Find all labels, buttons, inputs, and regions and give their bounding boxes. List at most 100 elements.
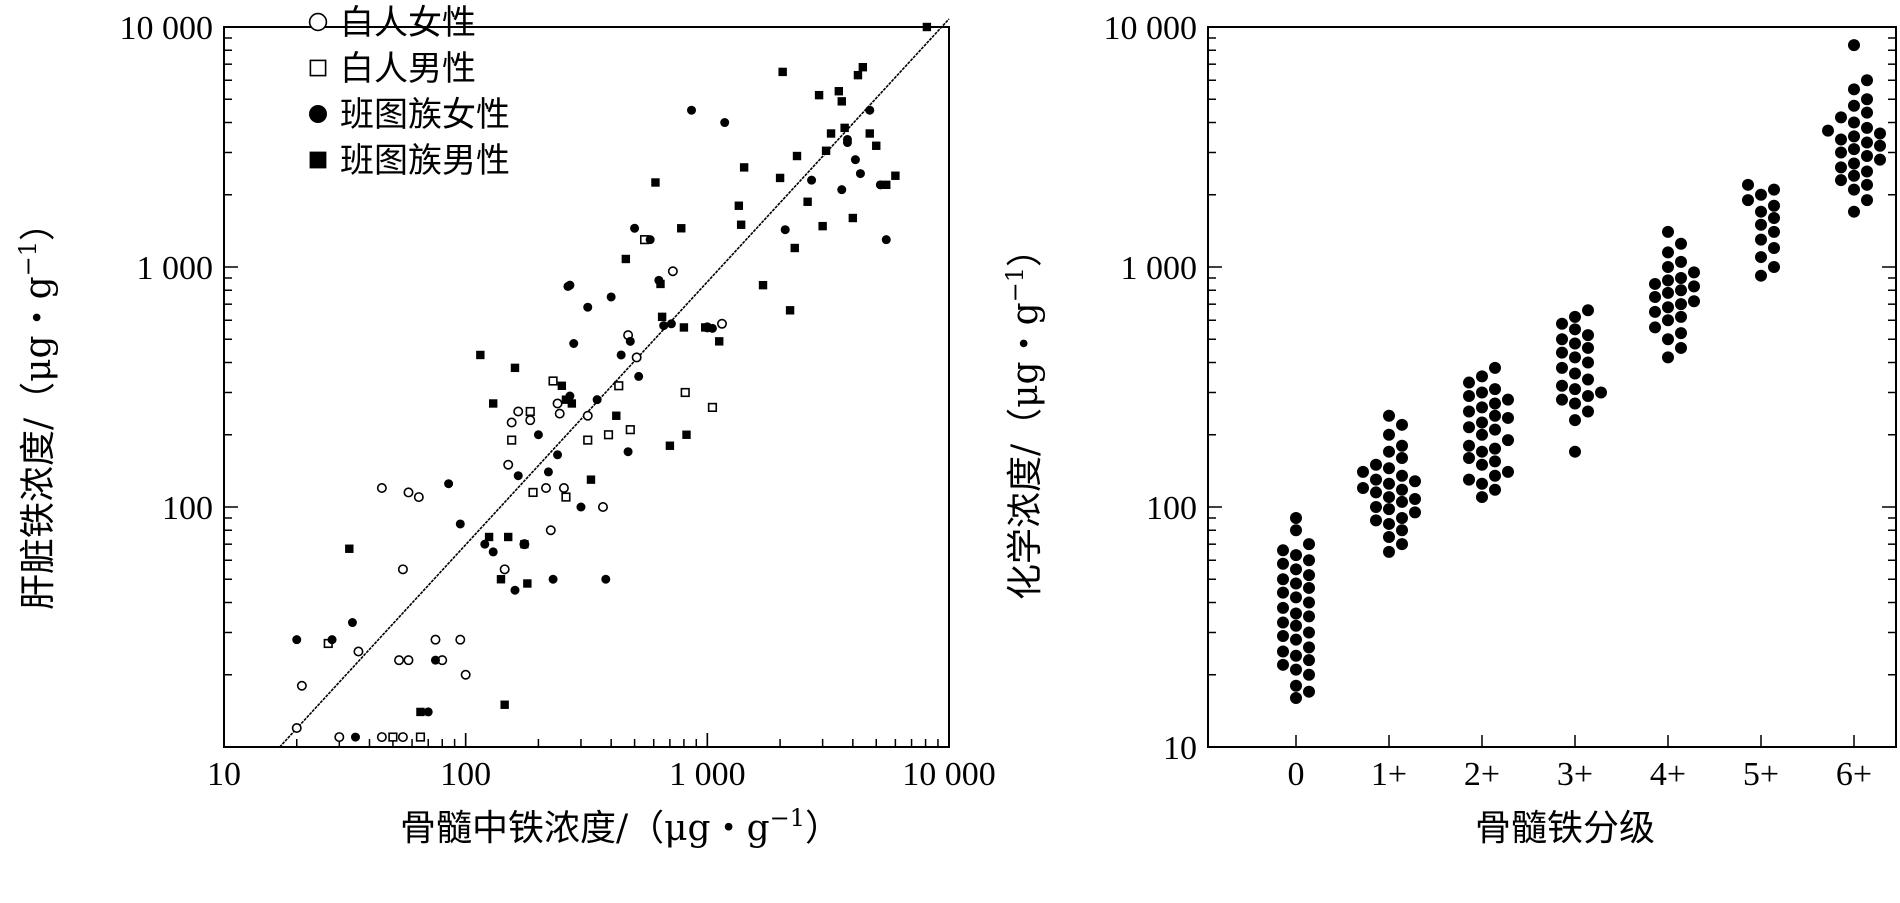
data-point (1303, 626, 1315, 639)
data-point (1383, 409, 1395, 422)
data-point (1476, 416, 1488, 429)
data-point (1675, 341, 1687, 354)
data-point (292, 635, 302, 645)
data-point (1874, 153, 1886, 166)
right-x-tick-label: 5+ (1743, 756, 1779, 793)
data-point (1861, 93, 1873, 106)
data-point (853, 70, 863, 80)
data-point (803, 197, 812, 206)
data-point (1383, 477, 1395, 490)
data-point (707, 323, 717, 333)
data-point (1396, 495, 1408, 508)
right-y-tick-label: 10 000 (1104, 10, 1198, 47)
data-point (1396, 483, 1408, 496)
data-point (1582, 341, 1594, 354)
data-point (736, 220, 746, 229)
data-point (1742, 194, 1754, 207)
data-point (565, 280, 575, 290)
data-point (881, 235, 891, 245)
data-point (891, 171, 900, 180)
data-point (1303, 569, 1315, 582)
data-point (1848, 169, 1860, 182)
data-point (1861, 136, 1873, 149)
data-point (1662, 246, 1674, 259)
data-point (1396, 538, 1408, 551)
data-point (1489, 383, 1501, 396)
data-point (1383, 491, 1395, 504)
data-point (1755, 269, 1767, 282)
data-point (1396, 418, 1408, 431)
legend-marker (309, 151, 327, 169)
data-point (687, 105, 697, 115)
data-point (1489, 455, 1501, 468)
data-point (1409, 506, 1421, 519)
data-point (1476, 428, 1488, 441)
data-point (679, 323, 689, 332)
data-point (1396, 469, 1408, 482)
data-point (1582, 329, 1594, 342)
data-point (1303, 685, 1315, 698)
data-point (665, 441, 675, 450)
data-point (597, 501, 608, 512)
data-point (376, 732, 387, 743)
data-point (842, 134, 852, 144)
data-point (1303, 596, 1315, 609)
data-point (499, 564, 510, 575)
data-point (1861, 121, 1873, 134)
data-point (513, 471, 523, 481)
data-point (1396, 439, 1408, 452)
left-x-tick-labels: 10 100 1 000 10 000 (207, 756, 996, 793)
data-point (350, 732, 360, 742)
data-point (296, 680, 307, 691)
data-point (1463, 439, 1475, 452)
data-point (543, 467, 553, 477)
data-point (1582, 304, 1594, 317)
data-point (1848, 205, 1860, 218)
data-point (780, 225, 790, 235)
data-point (1476, 458, 1488, 471)
data-point (1370, 458, 1382, 471)
data-point (1463, 452, 1475, 465)
data-point (1370, 486, 1382, 499)
data-point (561, 492, 571, 502)
data-point (1688, 295, 1700, 308)
data-point (1277, 557, 1289, 570)
data-point (1303, 554, 1315, 567)
data-point (506, 417, 517, 428)
data-point (1489, 361, 1501, 374)
data-point (717, 318, 728, 329)
data-point (1755, 233, 1767, 246)
data-point (680, 387, 690, 398)
data-point (1502, 393, 1514, 406)
data-point (1383, 545, 1395, 558)
data-point (1489, 483, 1501, 496)
data-point (1675, 271, 1687, 284)
right-y-tick-label: 10 (1163, 730, 1197, 767)
data-point (848, 213, 858, 223)
data-point (1662, 225, 1674, 238)
legend-label: 班图族男性 (340, 141, 510, 181)
data-point (707, 402, 718, 413)
data-point (631, 352, 642, 363)
data-point (413, 492, 424, 503)
data-point (525, 406, 535, 417)
data-point (1290, 663, 1302, 676)
data-point (634, 371, 644, 381)
data-point (630, 223, 640, 233)
data-point (1835, 161, 1847, 174)
left-y-tick-label: 100 (162, 490, 213, 527)
data-point (1383, 462, 1395, 475)
left-y-tick-label: 10 000 (120, 10, 214, 47)
data-point (1476, 477, 1488, 490)
data-point (1835, 174, 1847, 187)
data-point (778, 67, 787, 77)
data-point (1489, 409, 1501, 422)
data-point (682, 430, 691, 439)
data-point (1277, 573, 1289, 586)
data-point (667, 266, 678, 277)
data-point (1861, 74, 1873, 87)
data-point (1861, 194, 1873, 207)
data-point (659, 321, 669, 331)
